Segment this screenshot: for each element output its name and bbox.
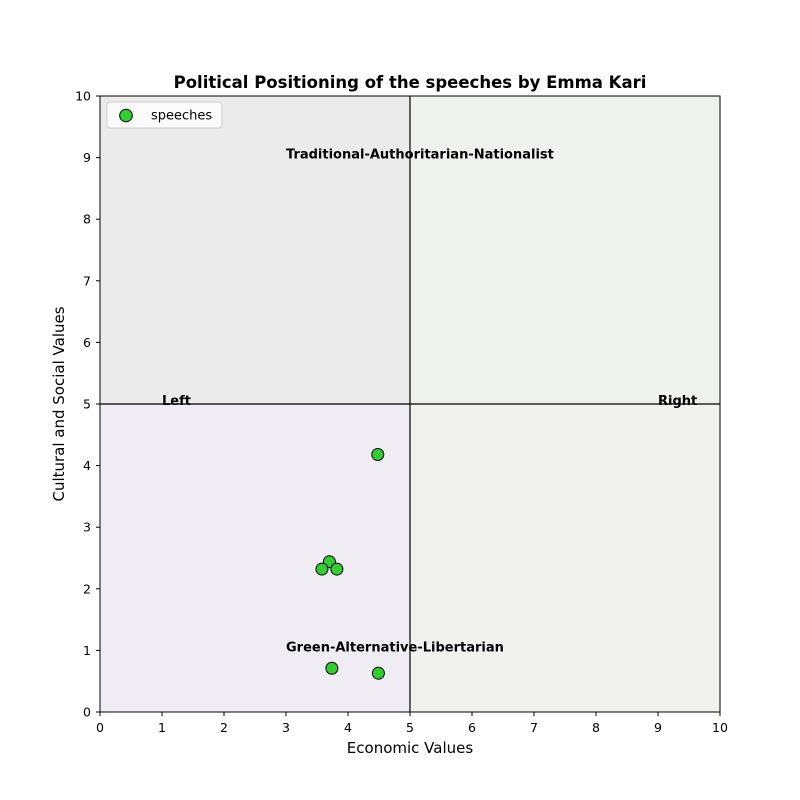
y-tick-label: 5 xyxy=(83,397,91,412)
y-axis-label: Cultural and Social Values xyxy=(50,306,68,501)
x-tick-label: 6 xyxy=(468,720,476,735)
y-tick-label: 4 xyxy=(83,458,91,473)
legend: speeches xyxy=(106,101,223,129)
legend-label: speeches xyxy=(151,109,212,124)
data-point xyxy=(371,666,385,680)
annotation-right: Right xyxy=(658,394,697,409)
data-point xyxy=(330,562,344,576)
y-tick-label: 2 xyxy=(83,581,91,596)
x-axis-label: Economic Values xyxy=(347,739,474,757)
quadrant-bottom-left xyxy=(100,404,410,712)
y-tick-label: 9 xyxy=(83,150,91,165)
x-tick-label: 4 xyxy=(344,720,352,735)
quadrant-backgrounds xyxy=(100,96,720,712)
annotation-left: Left xyxy=(162,394,191,409)
annotations: Traditional-Authoritarian-Nationalist Gre… xyxy=(162,148,697,656)
x-tick-label: 1 xyxy=(158,720,166,735)
data-points xyxy=(315,448,385,680)
y-tick-label: 8 xyxy=(83,212,91,227)
quadrant-bottom-right xyxy=(410,404,720,712)
x-axis-ticks: 0 1 2 3 4 5 6 7 8 9 10 xyxy=(96,712,728,735)
y-tick-label: 7 xyxy=(83,273,91,288)
center-lines xyxy=(100,96,720,712)
x-tick-label: 9 xyxy=(654,720,662,735)
y-tick-label: 6 xyxy=(83,335,91,350)
legend-marker xyxy=(119,108,133,123)
annotation-traditional-authoritarian-nationalist: Traditional-Authoritarian-Nationalist xyxy=(286,148,554,163)
y-tick-label: 3 xyxy=(83,520,91,535)
quadrant-top-right xyxy=(410,96,720,404)
x-tick-label: 2 xyxy=(220,720,228,735)
x-tick-label: 0 xyxy=(96,720,104,735)
x-tick-label: 10 xyxy=(712,720,728,735)
quadrant-top-left xyxy=(100,96,410,404)
chart-title: Political Positioning of the speeches by… xyxy=(174,73,647,92)
x-tick-label: 7 xyxy=(530,720,538,735)
y-axis-ticks: 0 1 2 3 4 5 6 7 8 9 10 xyxy=(75,89,100,720)
data-point xyxy=(371,448,385,462)
x-tick-label: 5 xyxy=(406,720,414,735)
y-tick-label: 10 xyxy=(75,89,91,104)
data-point xyxy=(325,661,339,675)
annotation-green-alternative-libertarian: Green-Alternative-Libertarian xyxy=(286,640,504,655)
x-tick-label: 8 xyxy=(592,720,600,735)
data-point xyxy=(315,562,329,576)
legend-box xyxy=(106,101,223,129)
y-tick-label: 1 xyxy=(83,643,91,658)
y-tick-label: 0 xyxy=(83,705,91,720)
x-tick-label: 3 xyxy=(282,720,290,735)
